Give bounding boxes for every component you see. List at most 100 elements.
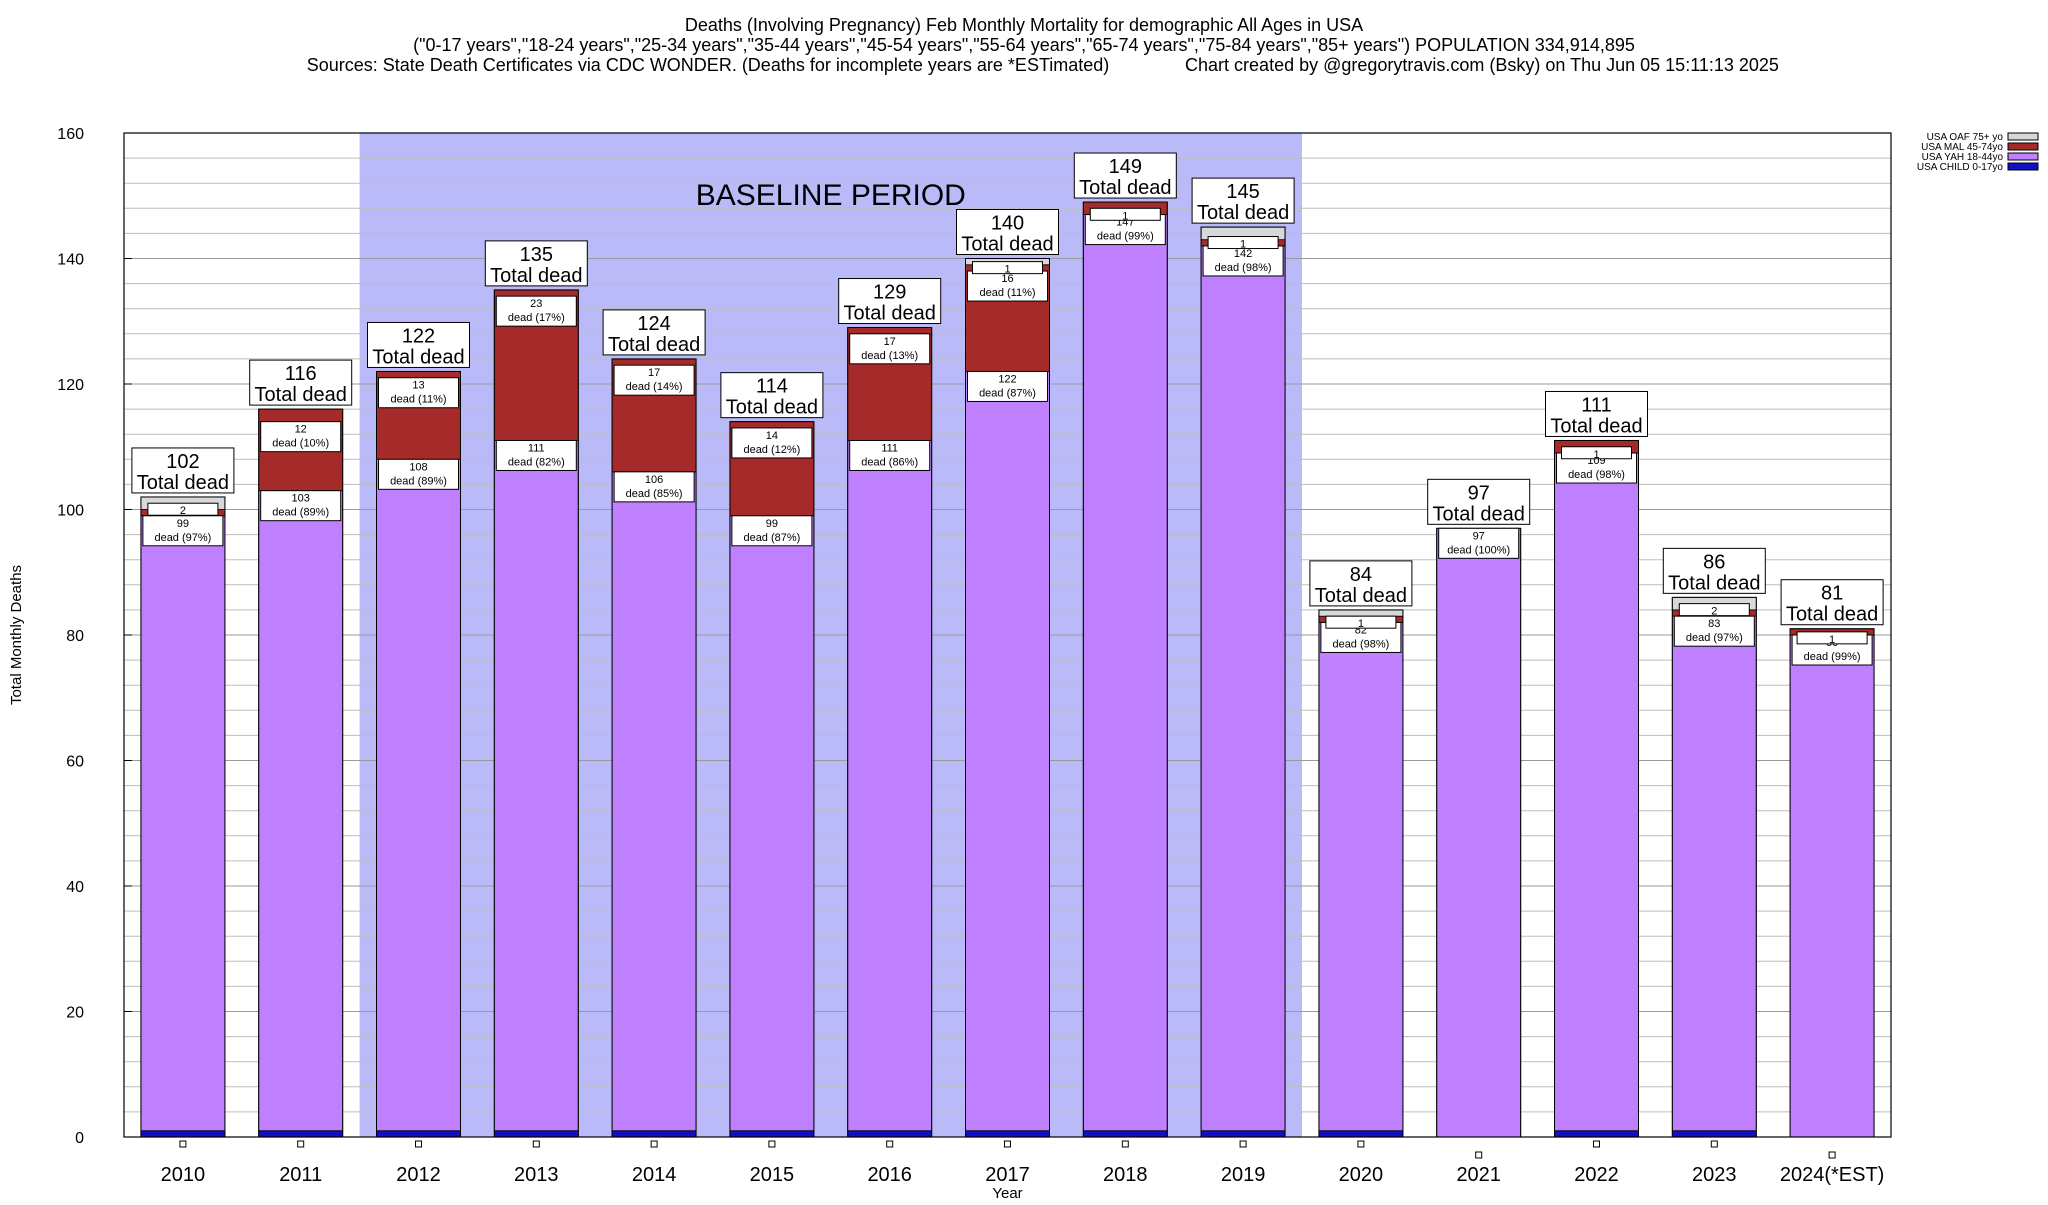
- total-label-text: Total dead: [1550, 415, 1642, 437]
- total-label-value: 81: [1821, 583, 1843, 605]
- bar-marker: [1828, 1151, 1836, 1159]
- segment-label-count: 97: [1473, 530, 1485, 542]
- chart-title-group: Deaths (Involving Pregnancy) Feb Monthly…: [307, 15, 1779, 75]
- segment-label-box: [1796, 631, 1868, 645]
- bar-segment: [611, 471, 697, 1132]
- segment-label-box: [1089, 207, 1161, 221]
- segment-label-count: 111: [881, 442, 898, 454]
- x-tick-label: 2012: [396, 1164, 441, 1186]
- segment-label-percent: dead (99%): [1097, 231, 1154, 243]
- segment-label-box: [1561, 446, 1632, 460]
- bars-layer: [140, 201, 1875, 1138]
- bar-segment: [1200, 1130, 1286, 1138]
- bar-segment: [140, 1130, 226, 1138]
- y-tick-label: 20: [66, 1005, 84, 1022]
- y-tick-label: 100: [57, 503, 84, 520]
- axes-layer: 0 20 40 60 80 100 120 140 160 2010 2011 2012 2013 201…: [8, 126, 1892, 1202]
- total-label-value: 145: [1226, 181, 1259, 203]
- bar-segment: [376, 458, 461, 1132]
- total-label-text: Total dead: [490, 265, 582, 287]
- legend-swatch: [2007, 162, 2039, 171]
- bar-marker: [415, 1140, 422, 1148]
- bar-segment: [1554, 452, 1639, 1132]
- segment-label-percent: dead (100%): [1447, 544, 1510, 556]
- x-tick-label: 2013: [514, 1164, 559, 1186]
- segment-label-count: 2: [1711, 606, 1717, 618]
- x-tick-label: 2016: [867, 1164, 912, 1186]
- segment-label-count: 108: [409, 461, 427, 473]
- segment-label-percent: dead (13%): [861, 350, 918, 362]
- segment-label-count: 14: [766, 430, 778, 442]
- bar-marker: [650, 1140, 658, 1148]
- legend-swatch: [2007, 132, 2039, 141]
- segment-label-box: [613, 471, 695, 503]
- bar-marker: [1593, 1140, 1600, 1148]
- bar-segment: [611, 1130, 697, 1138]
- chart-subtitle: ("0-17 years","18-24 years","25-34 years…: [413, 35, 1635, 55]
- total-label-box: [484, 240, 588, 287]
- bar-segment: [729, 1130, 815, 1138]
- bar-marker: [886, 1140, 894, 1148]
- segment-label-percent: dead (87%): [979, 387, 1036, 399]
- total-label-text: Total dead: [1079, 177, 1171, 199]
- segment-label-box: [1207, 236, 1279, 250]
- segment-label-percent: dead (10%): [272, 438, 329, 450]
- bar-segment: [1671, 1130, 1757, 1138]
- bar-marker: [532, 1140, 540, 1148]
- segment-label-percent: dead (99%): [1804, 651, 1861, 663]
- total-label-value: 135: [520, 244, 553, 266]
- total-label-text: Total dead: [726, 397, 818, 419]
- bar-segment: [1318, 622, 1404, 1132]
- x-tick-label: 2021: [1456, 1164, 1501, 1186]
- segment-label-percent: dead (87%): [743, 532, 800, 544]
- segment-label-percent: dead (98%): [1568, 469, 1625, 481]
- bar-segment: [1554, 1130, 1639, 1138]
- chart-credit: Chart created by @gregorytravis.com (Bsk…: [1185, 55, 1779, 75]
- segment-label-count: 2: [180, 505, 186, 517]
- bar-marker: [1004, 1140, 1011, 1148]
- segment-label-count: 17: [884, 336, 896, 348]
- total-label-box: [838, 278, 942, 325]
- total-label-text: Total dead: [1197, 202, 1289, 224]
- y-axis-title: Total Monthly Deaths: [8, 565, 25, 705]
- segment-label-count: 1: [1593, 449, 1599, 461]
- segment-label-box: [142, 515, 224, 547]
- total-label-value: 102: [166, 451, 199, 473]
- segment-label-percent: dead (11%): [979, 287, 1035, 299]
- total-label-value: 84: [1350, 564, 1372, 586]
- segment-label-count: 1: [1122, 210, 1128, 222]
- x-tick-label: 2011: [279, 1164, 322, 1186]
- segment-label-count: 142: [1234, 248, 1252, 260]
- segment-label-percent: dead (97%): [1686, 632, 1743, 644]
- total-label-value: 129: [873, 282, 906, 304]
- segment-label-box: [260, 490, 342, 522]
- total-label-box: [1780, 579, 1884, 626]
- segment-label-box: [147, 502, 219, 516]
- total-label-text: Total dead: [255, 384, 347, 406]
- bar-marker: [1239, 1140, 1247, 1148]
- total-label-box: [1427, 478, 1531, 525]
- x-tick-label: 2024(*EST): [1780, 1164, 1885, 1186]
- total-label-box: [1309, 560, 1413, 607]
- segment-label-count: 99: [177, 518, 189, 530]
- chart-sources: Sources: State Death Certificates via CD…: [307, 55, 1110, 75]
- segment-label-box: [495, 439, 577, 471]
- x-tick-label: 2018: [1103, 1164, 1148, 1186]
- segment-label-box: [731, 515, 813, 547]
- total-label-text: Total dead: [1315, 585, 1407, 607]
- bar-marker: [1121, 1140, 1129, 1148]
- segment-label-box: [849, 439, 931, 471]
- bar-marker: [1710, 1140, 1718, 1148]
- bar-segment: [1318, 609, 1404, 617]
- y-tick-label: 80: [66, 628, 84, 645]
- segment-label-count: 103: [292, 493, 310, 505]
- segment-label-box: [378, 377, 459, 409]
- total-label-box: [1191, 177, 1295, 224]
- x-tick-label: 2023: [1692, 1164, 1737, 1186]
- bar-marker: [1475, 1151, 1483, 1159]
- total-label-text: Total dead: [608, 334, 700, 356]
- total-label-text: Total dead: [1786, 604, 1878, 626]
- total-label-text: Total dead: [1668, 572, 1760, 594]
